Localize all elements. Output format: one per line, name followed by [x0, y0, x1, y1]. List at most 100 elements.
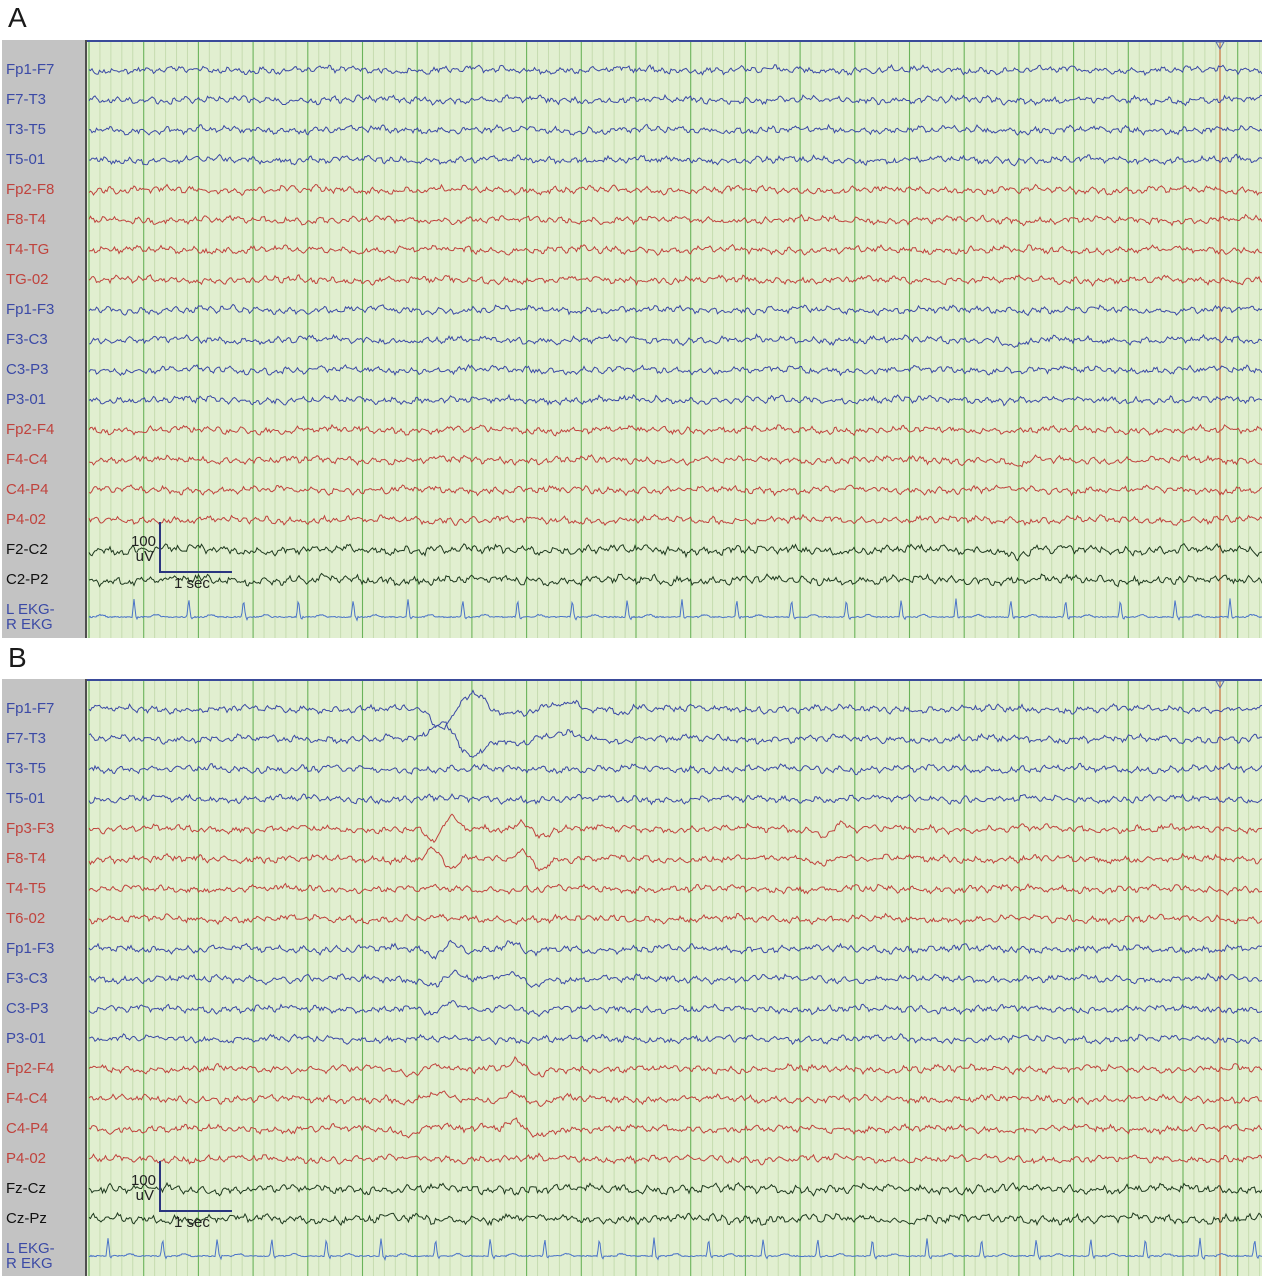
- eeg-trace-t4-tg: [88, 243, 1262, 256]
- channel-label: F2-C2: [6, 541, 48, 558]
- eeg-trace-cz-pz: [88, 1211, 1262, 1227]
- eeg-trace-f7-t3: [88, 721, 1262, 758]
- channel-label: Fp2-F8: [6, 181, 55, 198]
- panel-b-letter: B: [8, 642, 27, 673]
- grid: [88, 42, 1261, 638]
- eeg-panel-b: Fp1-F7 F7-T3 T3-T5 T5-01 Fp3-F3 F8-T4 T4-T5 T6-…: [2, 679, 1262, 1276]
- eeg-trace-f2-c2: [88, 542, 1262, 562]
- channel-label: T3-T5: [6, 760, 47, 777]
- channel-label: Fp3-F3: [6, 820, 55, 837]
- channel-label: P4-02: [6, 1150, 47, 1167]
- eeg-trace-p3-01: [88, 393, 1262, 407]
- channel-label-column: [2, 679, 85, 1276]
- channel-label: F7-T3: [6, 730, 47, 747]
- eeg-trace-fp1-f3: [88, 303, 1262, 317]
- eeg-trace-fp1-f3: [88, 939, 1262, 960]
- eeg-panel-a: Fp1-F7 F7-T3 T3-T5 T5-01 Fp2-F8 F8-T4 T4-TG TG-…: [2, 40, 1262, 638]
- eeg-trace-c4-p4: [88, 484, 1262, 497]
- plot-left-border: [85, 40, 87, 638]
- eeg-trace-fz-cz: [88, 1181, 1262, 1197]
- channel-label: C4-P4: [6, 481, 49, 498]
- scale-bar-lines: [159, 1161, 232, 1212]
- channel-label: F8-T4: [6, 211, 47, 228]
- channel-label: T6-02: [6, 910, 46, 927]
- channel-label: Fp1-F7: [6, 700, 55, 717]
- eeg-trace-tg-02: [88, 274, 1262, 287]
- eeg-trace-fp2-f4: [88, 1056, 1262, 1078]
- eeg-trace-t3-t5: [88, 762, 1262, 776]
- channel-label: Fp2-F4: [6, 421, 55, 438]
- scale-amplitude-label: 100: [131, 533, 156, 550]
- eeg-trace-f3-c3: [88, 333, 1262, 349]
- eeg-trace-c2-p2: [88, 572, 1262, 588]
- channel-label: Fp1-F3: [6, 301, 55, 318]
- ekg-label-line-1: L EKG-: [6, 1240, 55, 1257]
- scale-amplitude-label: 100: [131, 1172, 156, 1189]
- plot-top-border: [87, 40, 1262, 42]
- channel-label: F3-C3: [6, 331, 48, 348]
- eeg-trace-f3-c3: [88, 969, 1262, 988]
- channel-label: F3-C3: [6, 970, 48, 987]
- eeg-trace-f4-c4: [88, 454, 1262, 468]
- channel-label: Cz-Pz: [6, 1210, 47, 1227]
- channel-label: Fp1-F3: [6, 940, 55, 957]
- channel-label: F4-C4: [6, 1090, 48, 1107]
- channel-label-column: [2, 40, 85, 638]
- channel-label: P3-01: [6, 1030, 47, 1047]
- scale-amplitude-unit-label: uV: [136, 1187, 154, 1204]
- eeg-trace-f4-c4: [88, 1089, 1262, 1107]
- channel-label: F7-T3: [6, 91, 47, 108]
- channel-label: T5-01: [6, 790, 46, 807]
- channel-label: P4-02: [6, 511, 47, 528]
- eeg-trace-fp1-f7: [88, 64, 1262, 76]
- plot-left-border: [85, 679, 87, 1276]
- channel-label: T4-TG: [6, 241, 50, 258]
- channel-label: T5-01: [6, 151, 46, 168]
- eeg-trace-fp3-f3: [88, 813, 1262, 844]
- ekg-channel-label: L EKG- R EKG: [6, 1241, 55, 1271]
- eeg-trace-p4-02: [88, 1152, 1262, 1166]
- channel-label: T4-T5: [6, 880, 47, 897]
- channel-label: Fp1-F7: [6, 61, 55, 78]
- channel-label: TG-02: [6, 271, 49, 288]
- eeg-trace-c3-p3: [88, 363, 1262, 377]
- eeg-trace-f7-t3: [88, 94, 1262, 107]
- eeg-trace-fp1-f7: [88, 689, 1262, 730]
- scale-amplitude-unit-label: uV: [136, 548, 154, 565]
- scale-time-label: 1 sec: [174, 1214, 210, 1231]
- eeg-trace-fp2-f4: [88, 423, 1262, 437]
- channel-label: F8-T4: [6, 850, 47, 867]
- channel-label: C3-P3: [6, 1000, 49, 1017]
- plot-top-border: [87, 679, 1262, 681]
- channel-label: F4-C4: [6, 451, 48, 468]
- ekg-label-line-2: R EKG: [6, 1255, 53, 1272]
- eeg-trace-t3-t5: [89, 123, 1262, 136]
- ekg-trace: [89, 1237, 1262, 1261]
- scale-time-label: 1 sec: [174, 575, 210, 592]
- eeg-trace-fp2-f8: [88, 183, 1262, 197]
- channel-label: P3-01: [6, 391, 47, 408]
- eeg-trace-t5-01: [88, 793, 1262, 806]
- panel-a-letter: A: [8, 2, 27, 33]
- eeg-trace-p4-02: [88, 513, 1262, 527]
- channel-label: C4-P4: [6, 1120, 49, 1137]
- eeg-trace-f8-t4: [88, 213, 1262, 227]
- channel-label: Fp2-F4: [6, 1060, 55, 1077]
- channel-label: T3-T5: [6, 121, 47, 138]
- ekg-label-line-2: R EKG: [6, 616, 53, 633]
- eeg-trace-t4-t5: [88, 882, 1262, 896]
- channel-label: C2-P2: [6, 571, 49, 588]
- scale-bar-lines: [159, 522, 232, 573]
- ekg-channel-label: L EKG- R EKG: [6, 602, 55, 632]
- channel-label: C3-P3: [6, 361, 49, 378]
- eeg-trace-c3-p3: [88, 1000, 1262, 1018]
- eeg-trace-c4-p4: [88, 1117, 1262, 1139]
- channel-label: Fz-Cz: [6, 1180, 46, 1197]
- eeg-trace-t6-02: [88, 912, 1262, 926]
- eeg-trace-p3-01: [88, 1033, 1262, 1046]
- eeg-trace-t5-01: [88, 153, 1262, 167]
- grid: [88, 681, 1261, 1276]
